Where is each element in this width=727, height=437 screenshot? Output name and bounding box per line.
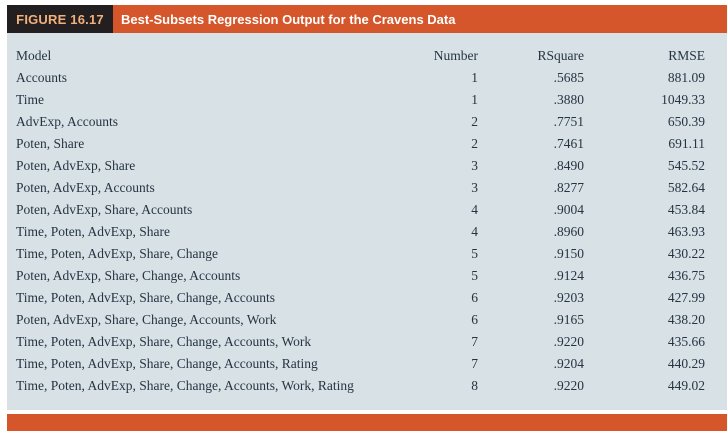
cell-number: 3 [471, 158, 478, 173]
best-subsets-table: Model Number RSquare RMSE Accounts 1 .56… [16, 45, 705, 397]
table-row: Time, Poten, AdvExp, Share 4 .8960 463.9… [16, 221, 705, 243]
table-row: Time, Poten, AdvExp, Share, Change, Acco… [16, 331, 705, 353]
cell-rsquare: .9004 [553, 202, 584, 217]
table-row: Poten, AdvExp, Share, Change, Accounts, … [16, 309, 705, 331]
cell-number: 5 [471, 246, 478, 261]
cell-number: 3 [471, 180, 478, 195]
cell-rsquare: .9204 [553, 356, 584, 371]
cell-model: Time, Poten, AdvExp, Share, Change, Acco… [16, 378, 354, 393]
cell-rsquare: .8490 [553, 158, 584, 173]
figure-16-17: FIGURE 16.17 Best-Subsets Regression Out… [7, 5, 727, 431]
table-body: Accounts 1 .5685 881.09 Time 1 .3880 104… [16, 67, 705, 397]
cell-number: 1 [471, 92, 478, 107]
cell-number: 2 [471, 114, 478, 129]
cell-model: Poten, AdvExp, Accounts [16, 180, 155, 195]
figure-title: Best-Subsets Regression Output for the C… [113, 5, 727, 33]
cell-rmse: 430.22 [667, 246, 705, 261]
cell-model: Time, Poten, AdvExp, Share [16, 224, 171, 239]
table-row: Poten, AdvExp, Share, Accounts 4 .9004 4… [16, 199, 705, 221]
cell-rmse: 582.64 [667, 180, 705, 195]
table-row: Time, Poten, AdvExp, Share, Change, Acco… [16, 375, 705, 397]
cell-rsquare: .5685 [553, 70, 584, 85]
cell-model: Poten, AdvExp, Share, Change, Accounts, … [16, 312, 277, 327]
cell-rsquare: .9220 [553, 378, 584, 393]
table-row: Poten, AdvExp, Share 3 .8490 545.52 [16, 155, 705, 177]
table-row: Time 1 .3880 1049.33 [16, 89, 705, 111]
table-row: Time, Poten, AdvExp, Share, Change, Acco… [16, 353, 705, 375]
cell-number: 4 [471, 224, 478, 239]
cell-rmse: 650.39 [667, 114, 705, 129]
cell-rsquare: .3880 [553, 92, 584, 107]
cell-rsquare: .8277 [553, 180, 584, 195]
cell-rmse: 545.52 [667, 158, 705, 173]
cell-number: 6 [471, 290, 478, 305]
cell-number: 5 [471, 268, 478, 283]
cell-rsquare: .7751 [553, 114, 584, 129]
table-row: Poten, Share 2 .7461 691.11 [16, 133, 705, 155]
cell-rmse: 438.20 [667, 312, 705, 327]
cell-model: Time, Poten, AdvExp, Share, Change, Acco… [16, 334, 312, 349]
table-row: Poten, AdvExp, Share, Change, Accounts 5… [16, 265, 705, 287]
figure-header: FIGURE 16.17 Best-Subsets Regression Out… [7, 5, 727, 33]
cell-number: 4 [471, 202, 478, 217]
column-header-rsquare: RSquare [537, 48, 585, 63]
cell-rsquare: .9124 [553, 268, 584, 283]
cell-number: 7 [471, 334, 478, 349]
cell-model: Accounts [16, 70, 67, 85]
table-header-row: Model Number RSquare RMSE [16, 45, 705, 67]
cell-number: 2 [471, 136, 478, 151]
cell-rsquare: .9165 [553, 312, 584, 327]
table-row: Accounts 1 .5685 881.09 [16, 67, 705, 89]
cell-model: Time, Poten, AdvExp, Share, Change, Acco… [16, 290, 275, 305]
cell-model: AdvExp, Accounts [16, 114, 118, 129]
bottom-accent-bar [7, 414, 727, 431]
cell-model: Time, Poten, AdvExp, Share, Change, Acco… [16, 356, 318, 371]
column-header-rmse: RMSE [668, 48, 705, 63]
cell-model: Poten, Share [16, 136, 85, 151]
column-header-number: Number [433, 48, 478, 63]
cell-rmse: 449.02 [667, 378, 705, 393]
cell-rsquare: .9150 [553, 246, 584, 261]
cell-number: 1 [471, 70, 478, 85]
cell-model: Time [16, 92, 45, 107]
cell-model: Poten, AdvExp, Share [16, 158, 136, 173]
cell-number: 8 [471, 378, 478, 393]
table-row: AdvExp, Accounts 2 .7751 650.39 [16, 111, 705, 133]
table-panel: Model Number RSquare RMSE Accounts 1 .56… [7, 33, 727, 410]
cell-rsquare: .7461 [553, 136, 584, 151]
cell-rsquare: .9203 [553, 290, 584, 305]
cell-rmse: 440.29 [667, 356, 705, 371]
cell-rmse: 427.99 [667, 290, 705, 305]
table-row: Time, Poten, AdvExp, Share, Change 5 .91… [16, 243, 705, 265]
cell-rmse: 463.93 [667, 224, 705, 239]
cell-rmse: 436.75 [667, 268, 705, 283]
cell-rsquare: .8960 [553, 224, 584, 239]
figure-label: FIGURE 16.17 [7, 5, 113, 33]
cell-rmse: 1049.33 [661, 92, 705, 107]
cell-model: Time, Poten, AdvExp, Share, Change [16, 246, 218, 261]
cell-rmse: 881.09 [667, 70, 705, 85]
cell-model: Poten, AdvExp, Share, Accounts [16, 202, 193, 217]
table-row: Poten, AdvExp, Accounts 3 .8277 582.64 [16, 177, 705, 199]
cell-model: Poten, AdvExp, Share, Change, Accounts [16, 268, 241, 283]
cell-rmse: 691.11 [668, 136, 705, 151]
cell-rsquare: .9220 [553, 334, 584, 349]
bottom-gap [7, 410, 727, 414]
cell-number: 7 [471, 356, 478, 371]
cell-rmse: 453.84 [667, 202, 705, 217]
column-header-model: Model [16, 48, 52, 63]
table-row: Time, Poten, AdvExp, Share, Change, Acco… [16, 287, 705, 309]
cell-number: 6 [471, 312, 478, 327]
cell-rmse: 435.66 [667, 334, 705, 349]
